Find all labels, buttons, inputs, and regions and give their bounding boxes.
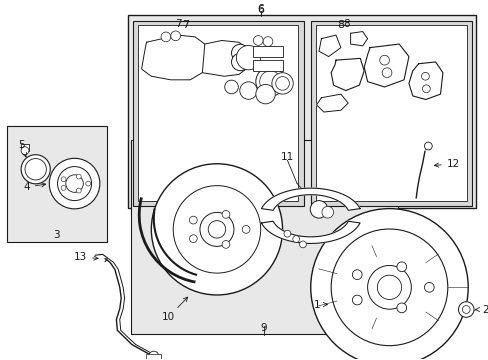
Circle shape — [421, 72, 428, 80]
Text: 9: 9 — [260, 324, 267, 333]
Polygon shape — [142, 35, 204, 80]
Circle shape — [189, 216, 197, 224]
Circle shape — [76, 188, 81, 193]
Polygon shape — [316, 94, 347, 112]
Circle shape — [367, 265, 410, 309]
Circle shape — [58, 167, 91, 201]
Circle shape — [377, 275, 401, 300]
Bar — [146, 354, 161, 359]
Text: 1: 1 — [313, 300, 327, 310]
Circle shape — [424, 142, 431, 150]
Circle shape — [161, 32, 170, 42]
Circle shape — [330, 229, 447, 346]
Circle shape — [200, 212, 233, 246]
Text: 8: 8 — [337, 21, 344, 31]
Circle shape — [239, 82, 257, 99]
Bar — [6, 126, 106, 242]
Circle shape — [352, 295, 361, 305]
Bar — [138, 26, 298, 201]
Circle shape — [458, 302, 473, 317]
Text: 8: 8 — [343, 19, 349, 29]
Circle shape — [222, 211, 229, 218]
Bar — [310, 21, 471, 206]
Circle shape — [149, 351, 158, 360]
Circle shape — [255, 67, 285, 96]
Circle shape — [462, 306, 469, 314]
Circle shape — [222, 240, 229, 248]
Circle shape — [271, 73, 293, 94]
Text: 7: 7 — [182, 21, 188, 31]
Text: 12: 12 — [434, 159, 459, 169]
Circle shape — [255, 84, 275, 104]
Circle shape — [321, 206, 333, 218]
Circle shape — [299, 241, 306, 248]
Circle shape — [292, 236, 299, 242]
Polygon shape — [202, 40, 248, 76]
Text: 6: 6 — [257, 4, 264, 14]
Polygon shape — [318, 35, 340, 57]
Text: 11: 11 — [280, 152, 293, 162]
Circle shape — [310, 208, 467, 360]
Circle shape — [253, 36, 263, 45]
Bar — [21, 144, 29, 151]
Circle shape — [352, 270, 361, 279]
Circle shape — [189, 235, 197, 243]
Bar — [253, 46, 282, 57]
Polygon shape — [330, 58, 364, 91]
Text: 13: 13 — [74, 252, 98, 262]
Polygon shape — [261, 188, 359, 210]
Circle shape — [49, 158, 100, 209]
Text: 5: 5 — [18, 140, 26, 157]
Text: 3: 3 — [53, 230, 60, 240]
Circle shape — [236, 45, 260, 70]
Circle shape — [76, 174, 81, 179]
Circle shape — [242, 225, 249, 233]
Text: 7: 7 — [174, 19, 181, 29]
Circle shape — [284, 230, 290, 237]
Text: 10: 10 — [162, 297, 187, 322]
Bar — [133, 21, 304, 206]
Circle shape — [231, 53, 248, 71]
Circle shape — [151, 164, 282, 295]
Circle shape — [170, 31, 180, 41]
Text: 6: 6 — [257, 5, 264, 15]
Circle shape — [396, 303, 406, 313]
Polygon shape — [261, 221, 359, 243]
Circle shape — [21, 147, 29, 154]
Circle shape — [424, 283, 433, 292]
Circle shape — [309, 201, 327, 218]
Circle shape — [208, 221, 225, 238]
Circle shape — [275, 77, 289, 90]
Circle shape — [382, 68, 391, 77]
Bar — [128, 15, 475, 208]
Polygon shape — [350, 32, 367, 46]
Circle shape — [263, 37, 272, 46]
Circle shape — [85, 181, 90, 186]
Bar — [131, 140, 397, 334]
Text: 2: 2 — [474, 305, 488, 315]
Circle shape — [66, 175, 83, 192]
Circle shape — [25, 158, 46, 180]
Bar — [253, 60, 282, 71]
Circle shape — [173, 186, 260, 273]
Polygon shape — [364, 44, 408, 87]
Circle shape — [379, 55, 388, 65]
Circle shape — [61, 177, 66, 182]
Circle shape — [259, 71, 281, 92]
Circle shape — [396, 262, 406, 272]
Circle shape — [422, 85, 429, 93]
Circle shape — [231, 44, 248, 62]
Bar — [315, 26, 466, 201]
Circle shape — [21, 155, 50, 184]
Text: 4: 4 — [23, 182, 45, 192]
Polygon shape — [408, 62, 442, 99]
Circle shape — [224, 80, 238, 94]
Circle shape — [61, 185, 66, 190]
